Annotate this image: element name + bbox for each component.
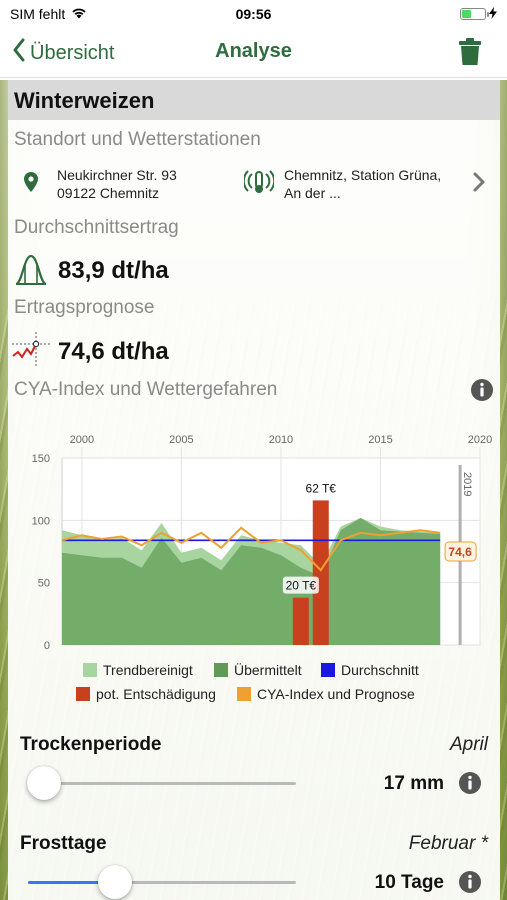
- back-button-label: Übersicht: [30, 41, 115, 64]
- average-yield-value: 83,9 dt/ha: [58, 257, 169, 284]
- legend-label: Durchschnitt: [341, 662, 419, 678]
- crop-title: Winterweizen: [8, 80, 500, 120]
- legend-label: pot. Entschädigung: [96, 686, 216, 702]
- address-line-2: 09122 Chemnitz: [57, 185, 159, 201]
- chevron-right-icon: [473, 172, 485, 197]
- frost-month: Februar *: [408, 833, 488, 854]
- legend-swatch: [214, 663, 228, 677]
- forecast-badge: [444, 541, 477, 562]
- legend-swatch: [76, 687, 90, 701]
- forecast-badge-label: 74,6: [448, 545, 472, 559]
- drought-info-icon[interactable]: [458, 771, 482, 800]
- legend-average: Durchschnitt: [321, 662, 419, 678]
- location-row[interactable]: Neukirchner Str. 93 09122 Chemnitz Chemn…: [8, 166, 500, 206]
- station-line-1: Chemnitz, Station Grüna,: [284, 167, 442, 183]
- cya-chart-svg: 0 50 100 150 2000 2005 2010 2015 2020 20 T€ 62 T€ 2…: [32, 434, 493, 652]
- x-tick-label: 2000: [70, 434, 94, 446]
- forecast-value: 74,6 dt/ha: [58, 338, 169, 365]
- wifi-icon: [71, 6, 87, 22]
- bell-curve-icon: [14, 252, 48, 291]
- y-tick-label: 50: [38, 578, 50, 590]
- location-pin-icon: [24, 172, 38, 197]
- forecast-year-label: 2019: [461, 472, 473, 496]
- series-submitted-area: [62, 517, 441, 645]
- drought-slider[interactable]: [28, 782, 296, 785]
- trend-line-icon: [12, 332, 50, 371]
- frost-slider-fill: [28, 881, 115, 884]
- legend-label: Trendbereinigt: [103, 662, 193, 678]
- location-section-title: Standort und Wetterstationen: [14, 129, 261, 150]
- delete-button[interactable]: [459, 38, 481, 71]
- address-line-1: Neukirchner Str. 93: [57, 167, 177, 183]
- drought-value: 17 mm: [383, 773, 444, 794]
- y-tick-label: 100: [32, 515, 50, 527]
- x-tick-label: 2005: [169, 434, 193, 446]
- legend-submitted: Übermittelt: [214, 662, 302, 678]
- frost-slider[interactable]: [28, 881, 296, 884]
- legend-swatch: [83, 663, 97, 677]
- info-icon[interactable]: [470, 378, 494, 407]
- average-yield-title: Durchschnittsertrag: [14, 217, 179, 238]
- compensation-bar: [312, 500, 329, 645]
- y-tick-label: 0: [44, 640, 50, 652]
- trash-icon: [459, 38, 481, 65]
- battery-icon: [460, 8, 489, 20]
- series-cya-line: [61, 526, 441, 572]
- address: Neukirchner Str. 93 09122 Chemnitz: [57, 166, 177, 202]
- legend-compensation: pot. Entschädigung: [76, 686, 216, 702]
- x-tick-label: 2010: [269, 434, 293, 446]
- back-button[interactable]: Übersicht: [12, 38, 114, 68]
- frost-info-icon[interactable]: [458, 870, 482, 899]
- compensation-label: 62 T€: [306, 481, 337, 495]
- x-tick-label: 2020: [468, 434, 492, 446]
- legend-swatch: [237, 687, 251, 701]
- frost-title: Frosttage: [20, 833, 107, 854]
- compensation-bar: [292, 597, 309, 645]
- charging-bolt-icon: [489, 6, 497, 22]
- legend-swatch: [321, 663, 335, 677]
- legend-cya: CYA-Index und Prognose: [237, 686, 415, 702]
- frost-value: 10 Tage: [374, 872, 444, 893]
- x-tick-label: 2015: [368, 434, 392, 446]
- weather-station: Chemnitz, Station Grüna, An der ...: [284, 166, 441, 202]
- legend-label: CYA-Index und Prognose: [257, 686, 415, 702]
- station-line-2: An der ...: [284, 185, 341, 201]
- cya-chart: 0 50 100 150 2000 2005 2010 2015 2020 20 T€ 62 T€ 2…: [8, 425, 500, 707]
- carrier-label: SIM fehlt: [10, 6, 66, 22]
- chevron-left-icon: [12, 38, 26, 68]
- cya-section-title: CYA-Index und Wettergefahren: [14, 379, 278, 400]
- weather-station-icon: [242, 166, 276, 201]
- analysis-card: Winterweizen Standort und Wetterstatione…: [8, 80, 500, 900]
- compensation-label: 20 T€: [286, 579, 317, 593]
- clock: 09:56: [235, 6, 272, 22]
- forecast-title: Ertragsprognose: [14, 297, 155, 318]
- frost-slider-thumb[interactable]: [97, 865, 132, 899]
- legend-trend: Trendbereinigt: [83, 662, 193, 678]
- drought-slider-thumb[interactable]: [27, 766, 61, 800]
- navigation-bar: Übersicht Analyse: [0, 28, 507, 78]
- drought-title: Trockenperiode: [20, 734, 162, 755]
- legend-label: Übermittelt: [234, 662, 302, 678]
- status-bar: SIM fehlt 09:56: [0, 0, 507, 28]
- drought-month: April: [449, 734, 488, 755]
- y-tick-label: 150: [32, 453, 50, 465]
- compensation-label-bg: [282, 576, 319, 594]
